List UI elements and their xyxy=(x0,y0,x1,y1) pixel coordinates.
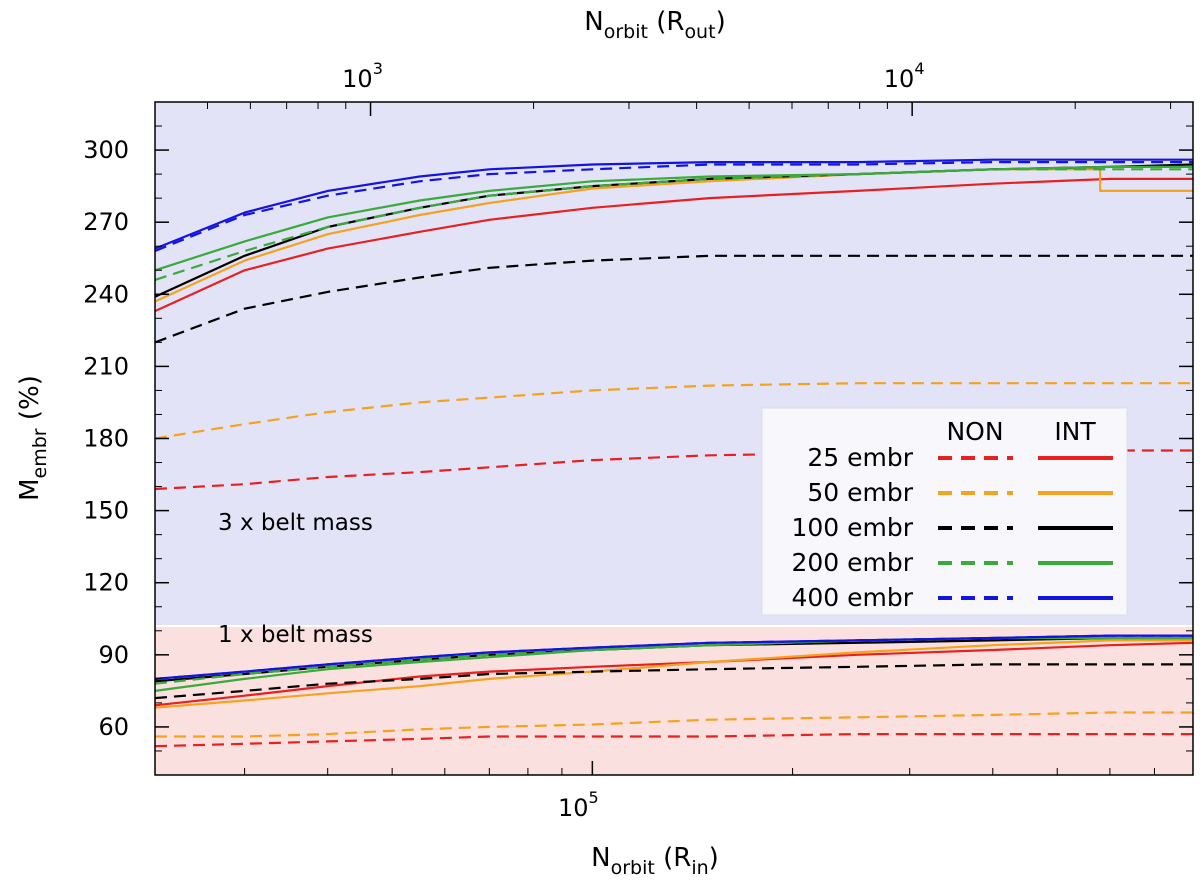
x-top-label-mid: (R xyxy=(648,7,684,37)
series-line-9 xyxy=(154,161,1193,253)
legend: NON INT 25 embr 50 embr 100 embr 200 embr 40… xyxy=(761,407,1128,616)
x-bottom-tick-label: 105 xyxy=(558,788,599,822)
x-axis-label-top: Norbit (Rout) xyxy=(584,7,725,43)
y-tick-label: 180 xyxy=(83,425,129,453)
x-top-label-main: N xyxy=(584,7,603,37)
x-top-tick-label: 103 xyxy=(342,59,383,93)
tick-exp: 4 xyxy=(914,59,924,78)
x-bottom-label-main: N xyxy=(591,843,610,873)
y-tick-label: 90 xyxy=(98,641,129,669)
tick-base: 10 xyxy=(884,65,915,93)
series-line-2 xyxy=(154,168,1193,303)
legend-label: 200 embr xyxy=(791,548,913,577)
y-axis-label-sub: embr xyxy=(29,428,51,478)
x-top-label-sub: orbit xyxy=(604,21,648,43)
x-bottom-label-mid: (R xyxy=(655,843,691,873)
series-line-8 xyxy=(154,158,1193,250)
y-tick-label: 210 xyxy=(83,352,129,380)
x-top-label-tail: ) xyxy=(716,7,726,37)
y-tick-label: 270 xyxy=(83,208,129,236)
series-line-13 xyxy=(155,711,1193,738)
region-label-3x: 3 x belt mass xyxy=(218,510,373,536)
series-line-19 xyxy=(154,634,1193,680)
x-top-label-sub2: out xyxy=(684,21,715,43)
legend-box xyxy=(761,407,1128,616)
legend-header-int: INT xyxy=(1054,417,1096,446)
y-axis-label-main: M xyxy=(15,478,45,500)
legend-label: 25 embr xyxy=(807,443,913,472)
series-line-0 xyxy=(154,177,1193,313)
series-line-5 xyxy=(154,254,1193,344)
region-label-1x: 1 x belt mass xyxy=(218,622,373,648)
tick-exp: 5 xyxy=(589,788,599,807)
series-line-6 xyxy=(154,165,1193,272)
x-bottom-label-tail: ) xyxy=(709,843,719,873)
series-lines xyxy=(154,158,1194,748)
series-line-15 xyxy=(154,663,1193,700)
y-tick-label: 300 xyxy=(83,136,129,164)
region-bg-1 xyxy=(155,625,1193,775)
series-line-10 xyxy=(154,641,1194,707)
legend-label: 100 embr xyxy=(791,513,913,542)
series-line-7 xyxy=(154,168,1193,281)
tick-base: 10 xyxy=(558,794,589,822)
y-tick-label: 240 xyxy=(83,280,129,308)
legend-label: 50 embr xyxy=(807,478,913,507)
tick-base: 10 xyxy=(342,65,373,93)
series-line-11 xyxy=(154,732,1193,748)
x-bottom-label-sub: orbit xyxy=(611,857,655,879)
legend-header-non: NON xyxy=(946,417,1003,446)
y-tick-label: 120 xyxy=(83,569,129,597)
x-bottom-label-sub2: in xyxy=(691,857,708,879)
legend-label: 400 embr xyxy=(791,583,913,612)
y-axis-label-tail: (%) xyxy=(15,375,45,428)
background-regions xyxy=(155,102,1193,775)
x-top-tick-label: 104 xyxy=(884,59,925,93)
y-tick-label: 60 xyxy=(98,713,129,741)
x-axis-label-bottom: Norbit (Rin) xyxy=(591,843,719,879)
y-tick-label: 150 xyxy=(83,497,129,525)
y-axis-label: Membr (%) xyxy=(15,375,51,501)
series-line-3 xyxy=(154,382,1193,440)
tick-exp: 3 xyxy=(373,59,383,78)
